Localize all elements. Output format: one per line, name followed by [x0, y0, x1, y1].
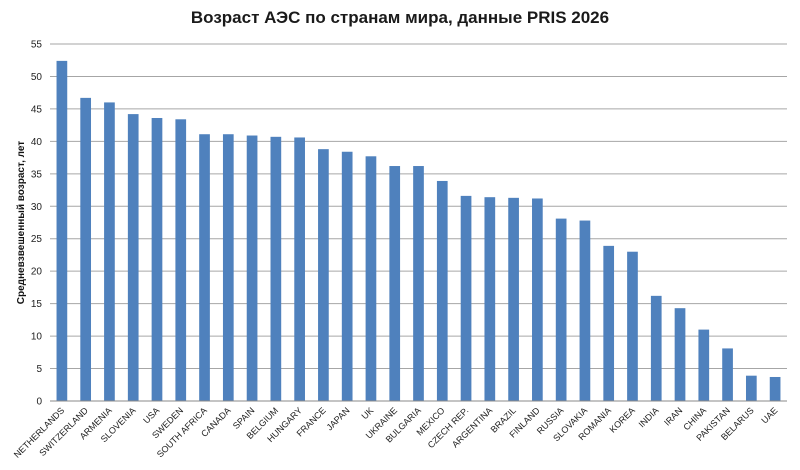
y-tick-label: 20 [31, 267, 43, 278]
bar-iran [674, 308, 686, 401]
y-tick-label: 10 [31, 332, 43, 343]
bar-armenia [104, 102, 115, 401]
x-tick-label: UK [359, 405, 375, 421]
y-tick-label: 25 [31, 234, 43, 245]
bar-south-africa [199, 134, 210, 401]
bar-sweden [175, 119, 187, 401]
bar-argentina [484, 197, 496, 401]
x-tick-label: JAPAN [324, 405, 351, 432]
bar-brazil [508, 197, 519, 401]
bar-korea [627, 251, 638, 401]
bar-france [318, 149, 329, 401]
bar-belarus [745, 375, 757, 401]
bar-japan [341, 151, 353, 401]
y-tick-label: 0 [36, 397, 42, 408]
bar-canada [222, 134, 234, 401]
bar-hungary [294, 137, 305, 401]
x-tick-label: USA [141, 405, 161, 425]
bar-czech-rep [460, 195, 472, 401]
bar-spain [246, 135, 258, 401]
y-tick-label: 55 [31, 40, 43, 51]
bar-usa [151, 117, 163, 401]
bar-romania [603, 245, 615, 401]
y-tick-label: 35 [31, 169, 43, 180]
x-tick-label: INDIA [637, 405, 661, 429]
x-tick-label: KOREA [608, 405, 637, 434]
bar-pakistan [722, 348, 733, 401]
bar-india [650, 295, 662, 401]
bar-russia [555, 218, 567, 401]
y-tick-label: 40 [31, 137, 43, 148]
y-tick-label: 5 [36, 364, 42, 375]
bar-slovakia [579, 220, 591, 401]
bars [56, 60, 781, 402]
bar-slovenia [127, 114, 139, 402]
bar-belgium [270, 136, 282, 401]
bar-bulgaria [413, 166, 424, 401]
y-tick-label: 30 [31, 202, 43, 213]
y-tick-label: 50 [31, 72, 43, 83]
bar-ukraine [389, 166, 401, 401]
bar-uae [769, 376, 781, 401]
bar-switzerland [80, 97, 92, 401]
bar-uk [365, 156, 377, 401]
y-axis-ticks: 0 5 10 15 20 25 30 35 40 45 50 55 [31, 40, 43, 408]
bar-mexico [436, 180, 448, 401]
y-tick-label: 15 [31, 299, 43, 310]
y-tick-label: 45 [31, 104, 43, 115]
bar-china [698, 329, 710, 401]
y-axis-title: Средневзвешенный возраст, лет [16, 141, 27, 305]
bar-netherlands [56, 60, 68, 401]
x-tick-label: UAE [759, 405, 779, 425]
chart-title: Возраст АЭС по странам мира, данные PRIS… [190, 8, 610, 27]
bar-finland [532, 198, 543, 401]
